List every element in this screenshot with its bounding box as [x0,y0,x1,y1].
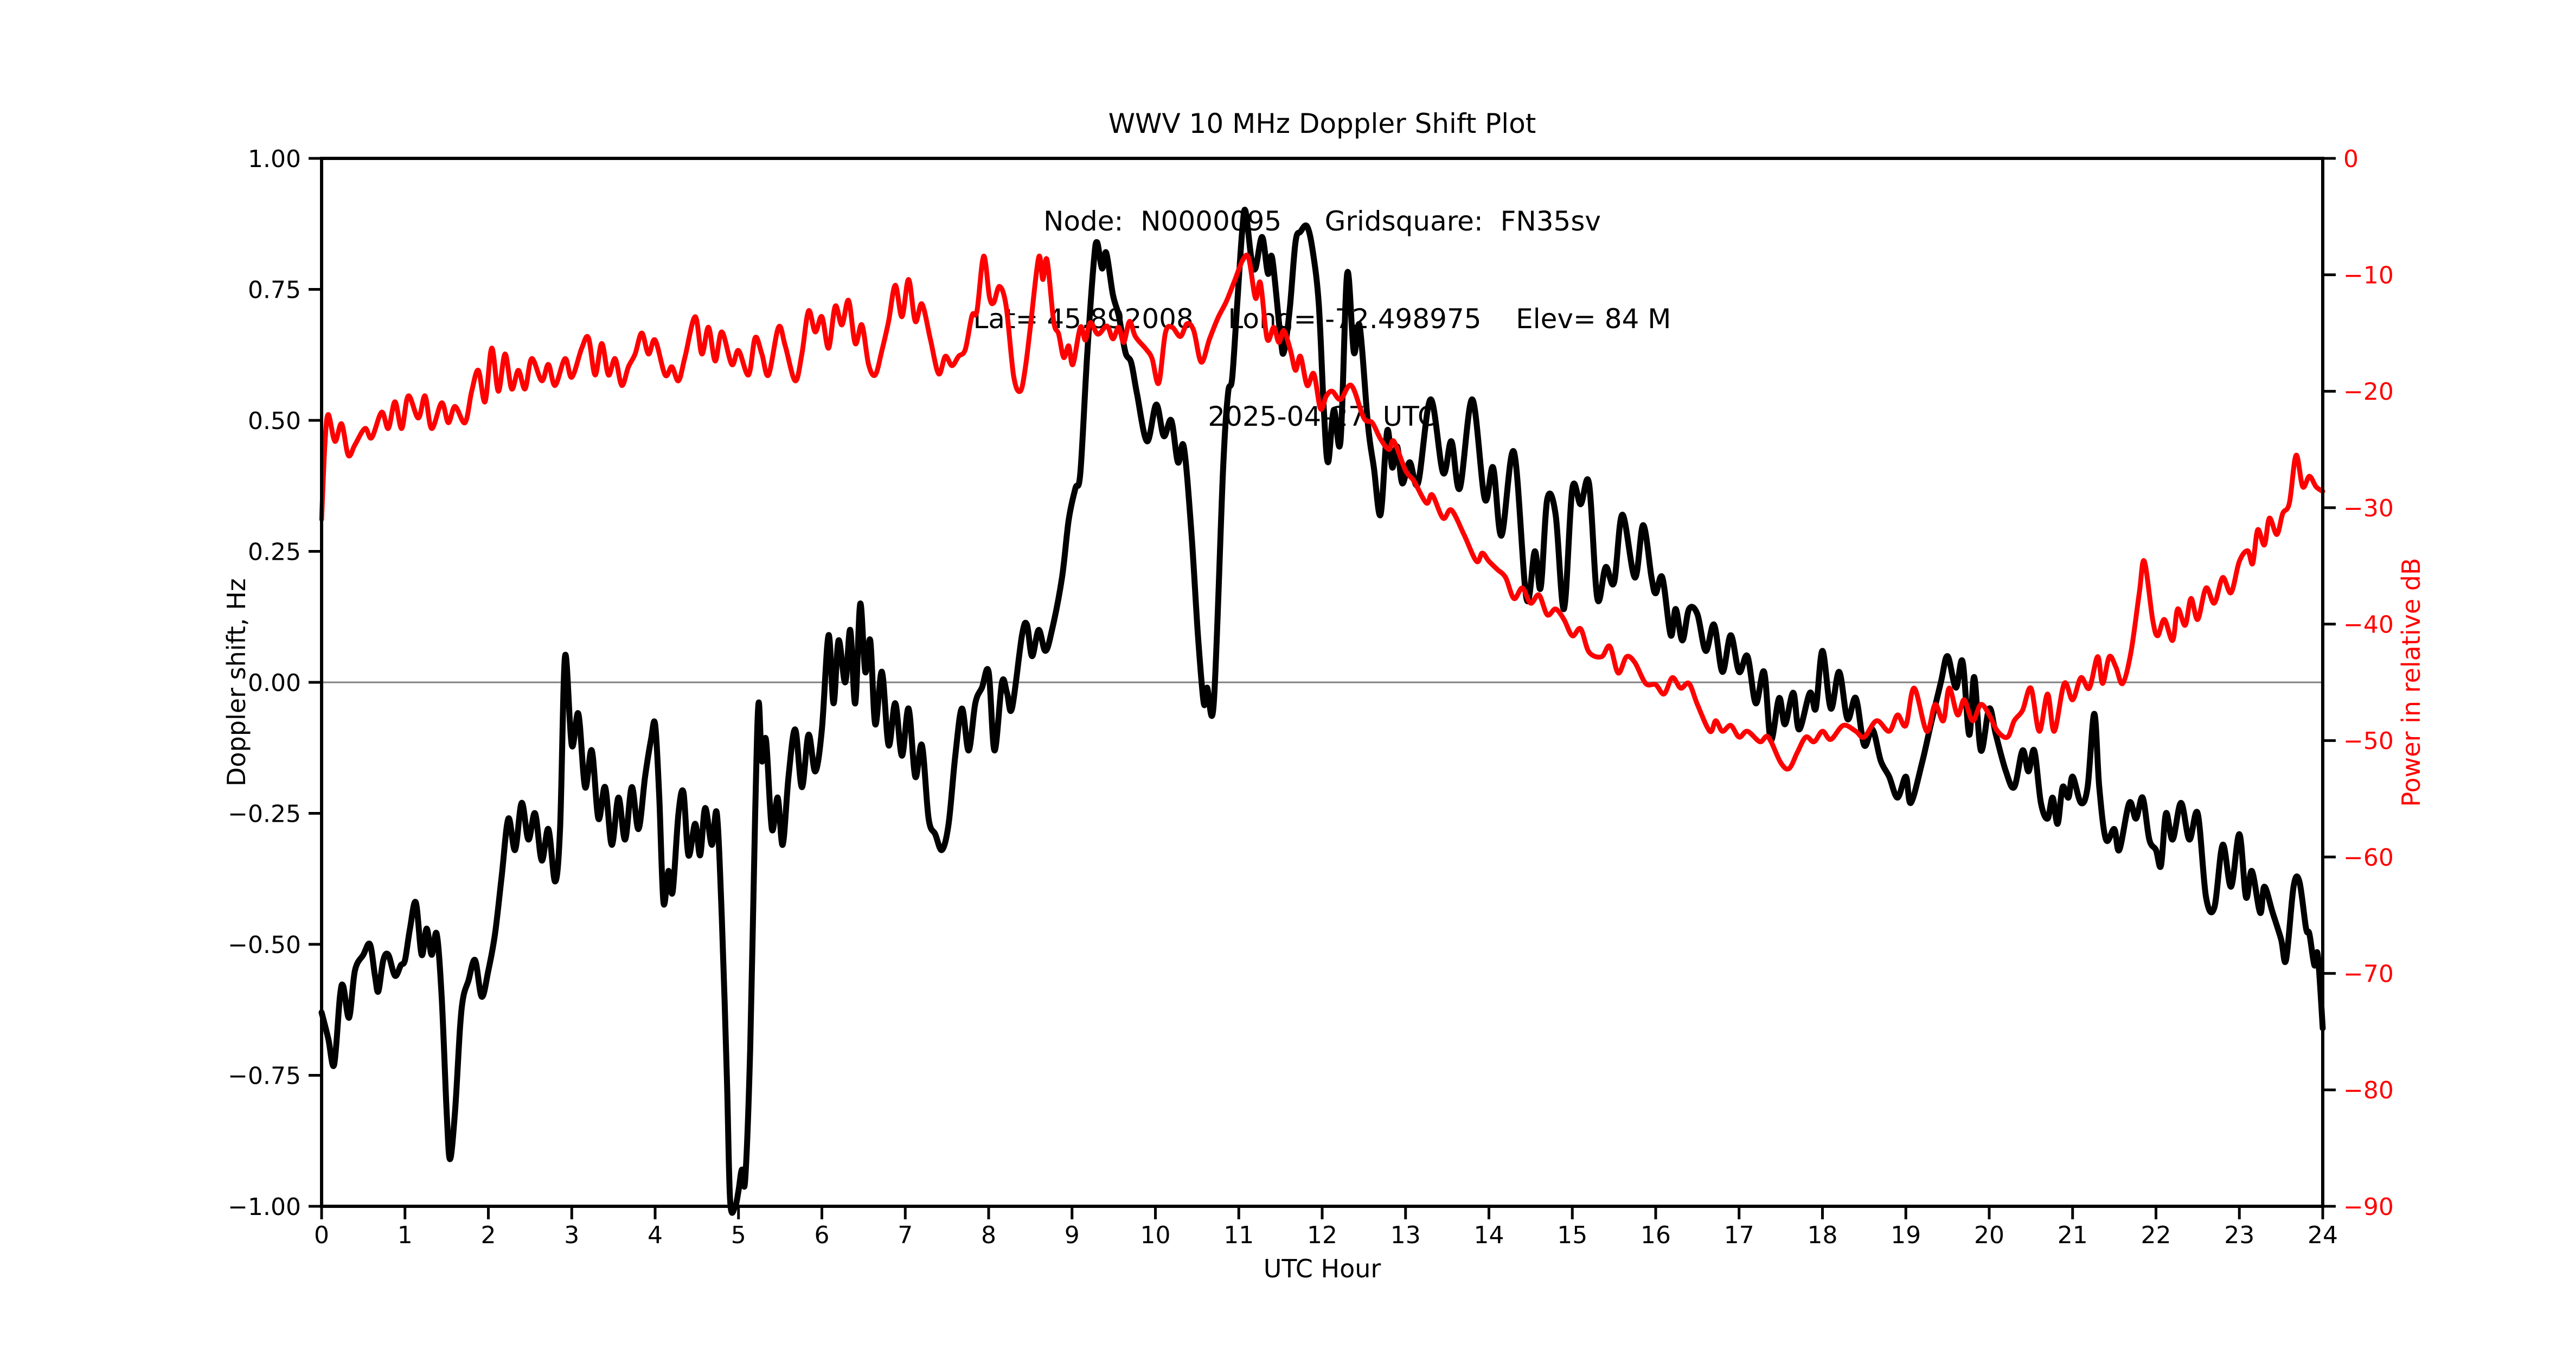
x-tick-label: 17 [1724,1221,1754,1249]
x-tick-label: 1 [398,1221,413,1249]
x-tick-label: 10 [1140,1221,1171,1249]
title-line-main: WWV 10 MHz Doppler Shift Plot [1108,108,1536,139]
x-tick-label: 4 [648,1221,663,1249]
y-right-tick-label: −70 [2343,961,2394,988]
y-right-tick-label: 0 [2343,145,2359,173]
x-tick-label: 18 [1808,1221,1838,1249]
y-right-tick-label: −80 [2343,1077,2394,1104]
x-tick-label: 2 [481,1221,496,1249]
x-tick-label: 5 [731,1221,746,1249]
y-left-tick-label: −0.75 [228,1062,301,1090]
doppler_shift_hz-line [318,207,2326,1216]
title-line-node: Node: N0000095 Gridsquare: FN35sv [1043,206,1601,237]
y-left-tick-label: 0.50 [248,407,301,435]
x-tick-label: 0 [314,1221,329,1249]
x-tick-label: 8 [981,1221,996,1249]
x-tick-label: 22 [2141,1221,2171,1249]
y-axis-label-right: Power in relative dB [2396,558,2426,807]
power_relative_db-line [319,252,2325,772]
x-tick-label: 23 [2224,1221,2254,1249]
x-tick-label: 3 [564,1221,579,1249]
x-tick-label: 15 [1557,1221,1587,1249]
y-right-tick-label: −60 [2343,844,2394,872]
x-tick-label: 13 [1390,1221,1421,1249]
y-left-tick-label: −0.25 [228,800,301,828]
x-tick-label: 19 [1891,1221,1921,1249]
y-right-tick-label: −20 [2343,378,2394,406]
y-right-tick-label: −40 [2343,611,2394,639]
y-left-tick-label: 0.75 [248,276,301,304]
x-tick-label: 21 [2058,1221,2088,1249]
y-left-tick-label: −1.00 [228,1193,301,1221]
y-right-tick-label: −50 [2343,727,2394,755]
y-left-tick-label: 1.00 [248,145,301,173]
x-tick-label: 24 [2308,1221,2338,1249]
x-tick-label: 16 [1641,1221,1671,1249]
x-tick-label: 6 [815,1221,830,1249]
plot-area: 0 1 2 3 4 5 6 7 8 9 10 11 12 13 14 15 16 17 18 19 20 21 22 23 24… [228,145,2394,1249]
y-left-tick-label: 0.00 [248,669,301,697]
x-axis-label: UTC Hour [1263,1254,1381,1283]
y-right-tick-label: −90 [2343,1193,2394,1221]
x-tick-label: 14 [1474,1221,1504,1249]
y-right-tick-label: −30 [2343,495,2394,522]
x-tick-label: 7 [898,1221,913,1249]
y-axis-label-left: Doppler shift, Hz [222,578,251,786]
x-tick-label: 12 [1307,1221,1337,1249]
y-right-tick-label: −10 [2343,262,2394,290]
x-tick-label: 9 [1065,1221,1080,1249]
y-left-tick-label: −0.50 [228,931,301,959]
y-left-tick-label: 0.25 [248,538,301,566]
x-tick-label: 20 [1974,1221,2004,1249]
x-tick-label: 11 [1223,1221,1254,1249]
